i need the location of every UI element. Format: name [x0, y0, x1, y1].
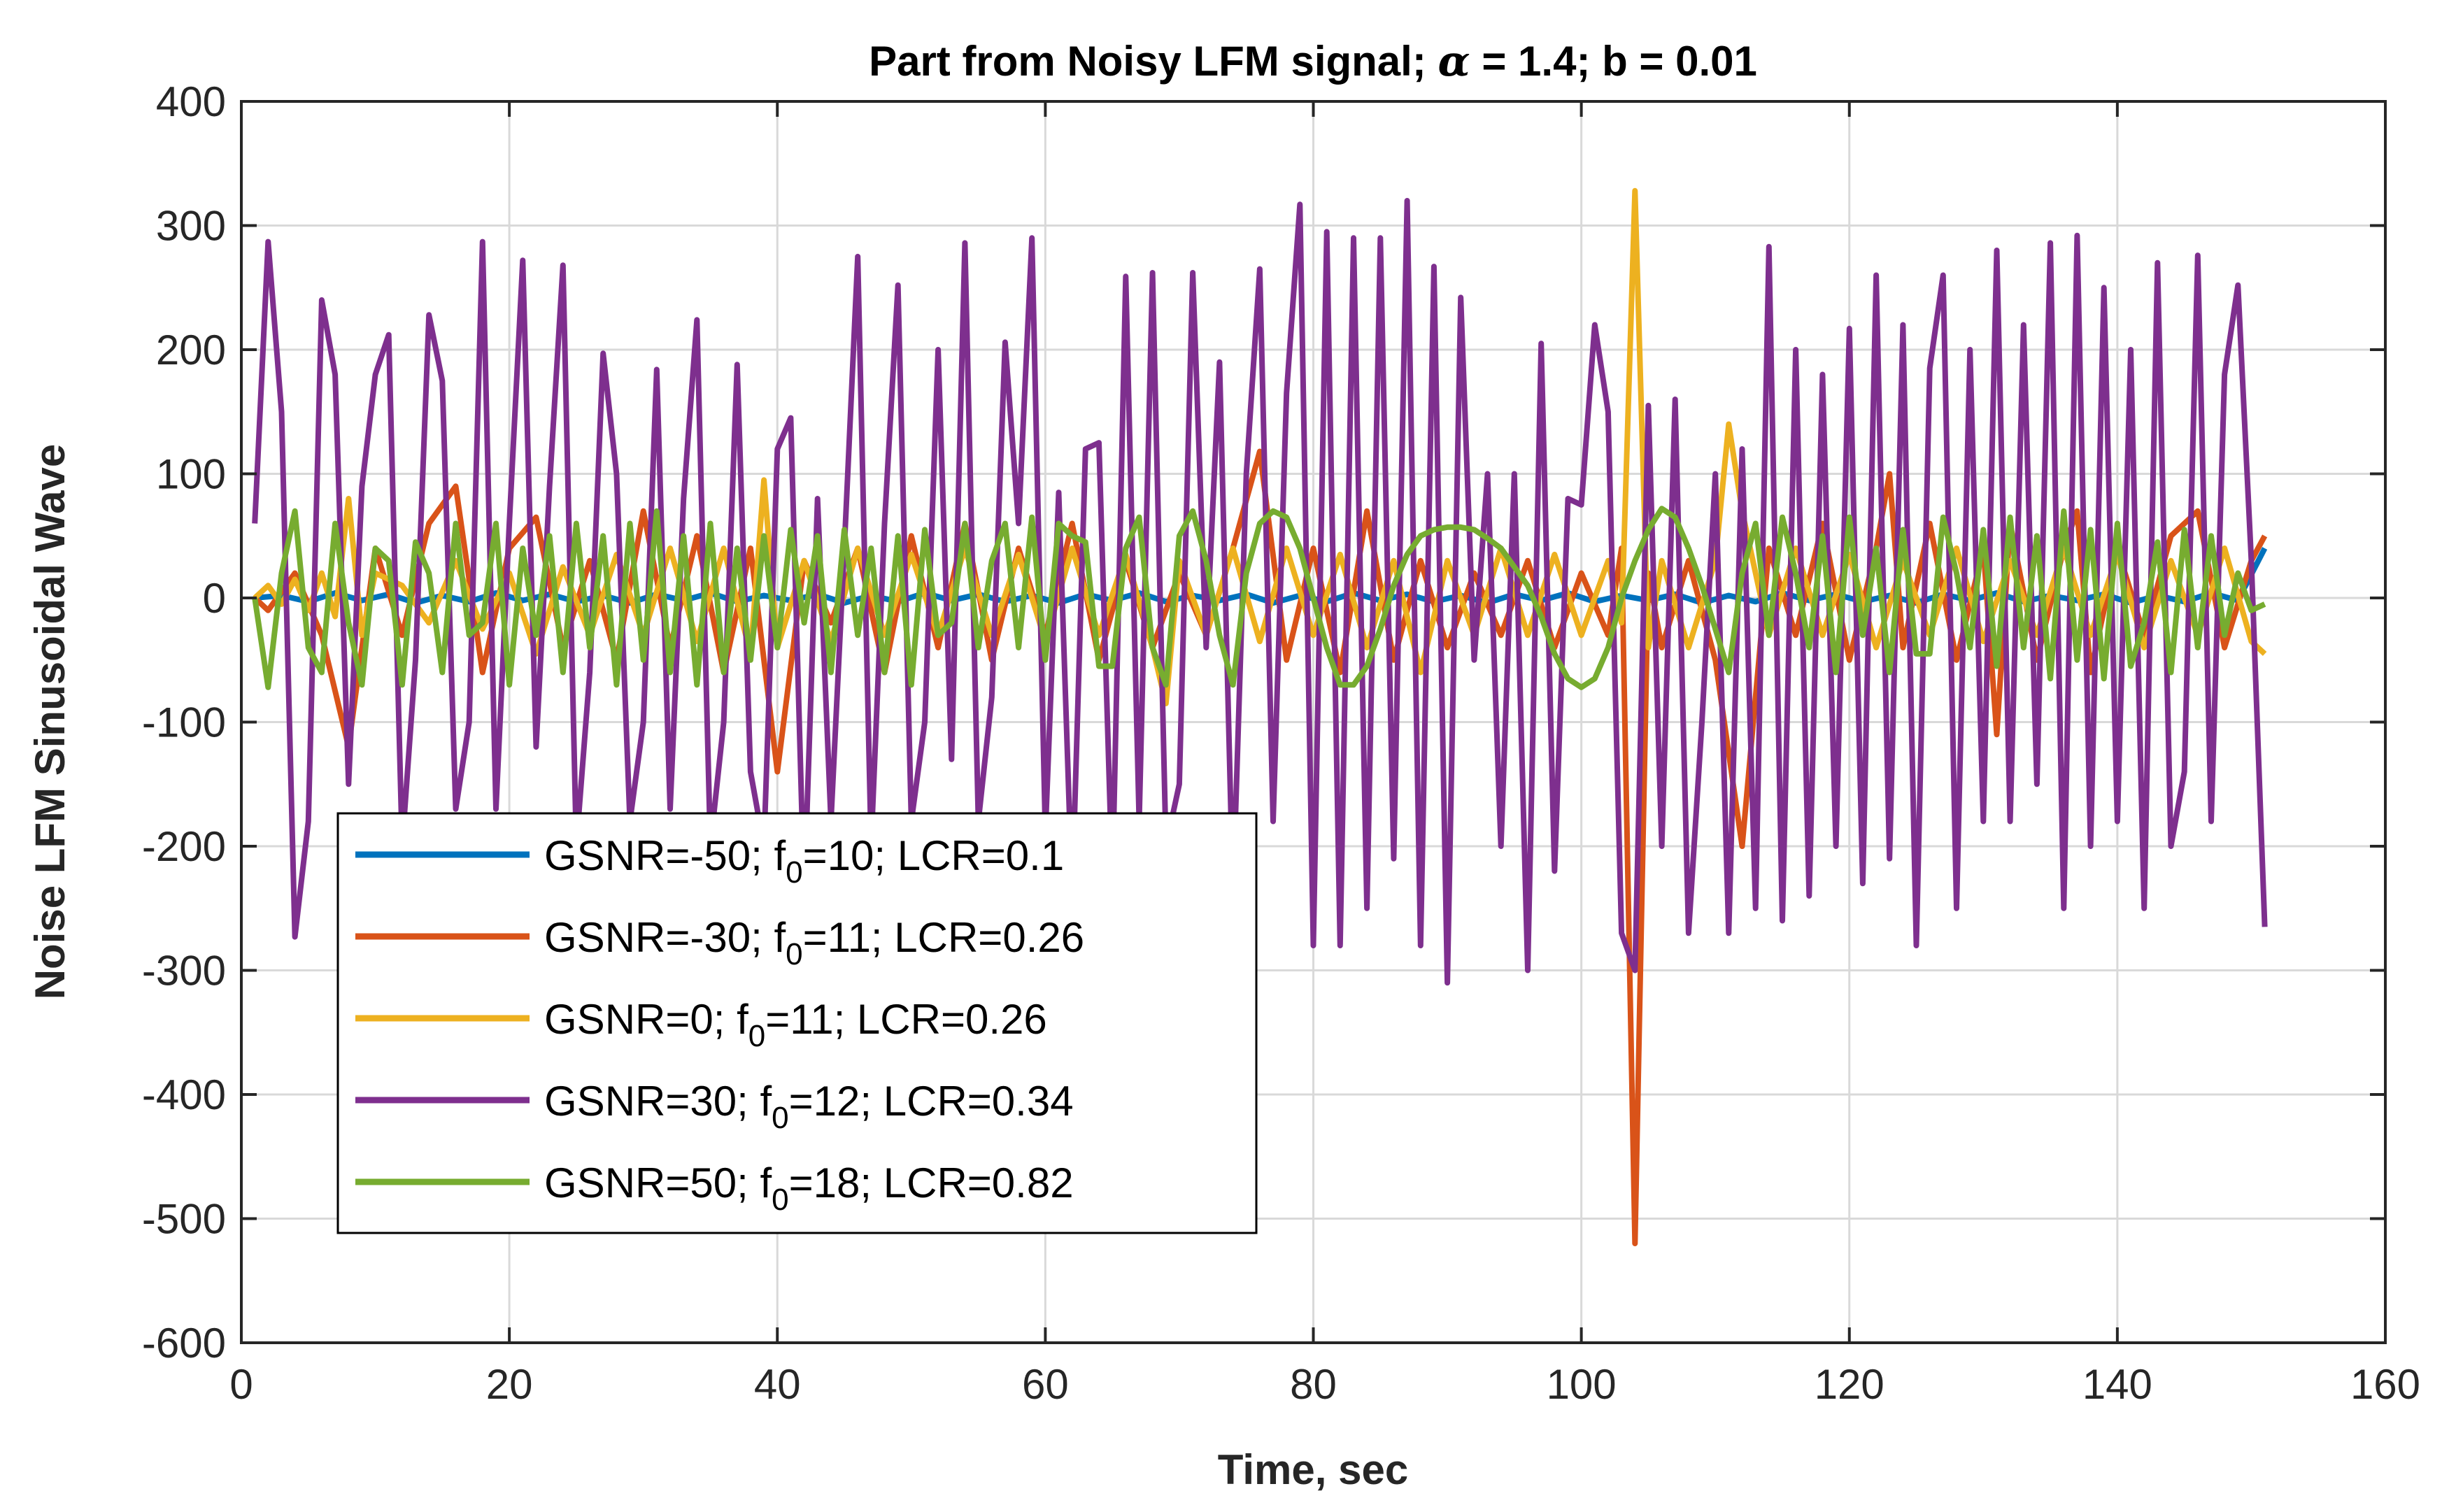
y-tick-label: -500: [142, 1196, 226, 1243]
legend-label-main: GSNR=50; f: [544, 1160, 772, 1206]
x-tick-label: 140: [2082, 1361, 2152, 1408]
y-tick-label: -600: [142, 1320, 226, 1367]
y-tick-label: 100: [156, 451, 226, 498]
legend-label-subscript: 0: [786, 937, 802, 971]
legend-entry-0: GSNR=-50; f0=10; LCR=0.1: [544, 832, 1064, 890]
legend-entry-4: GSNR=50; f0=18; LCR=0.82: [544, 1160, 1074, 1217]
legend-label-main: GSNR=-50; f: [544, 832, 786, 879]
legend-entry-3: GSNR=30; f0=12; LCR=0.34: [544, 1078, 1074, 1135]
legend-label-main: GSNR=-30; f: [544, 914, 786, 961]
legend-entry-2: GSNR=0; f0=11; LCR=0.26: [544, 996, 1047, 1053]
x-tick-label: 20: [486, 1361, 533, 1408]
x-axis-title: Time, sec: [1218, 1446, 1408, 1493]
legend-label-main: GSNR=0; f: [544, 996, 748, 1043]
series-line-4: [252, 506, 2266, 690]
x-tick-label: 0: [229, 1361, 253, 1408]
legend-label-subscript: 0: [772, 1183, 788, 1217]
series-line-0: [254, 547, 2268, 606]
y-tick-label: 0: [203, 575, 226, 622]
y-tick-label: -100: [142, 699, 226, 746]
legend-label-main: GSNR=30; f: [544, 1078, 772, 1125]
legend-box: [336, 812, 1258, 1234]
legend-label-tail: =10; LCR=0.1: [803, 832, 1065, 879]
x-tick-label: 120: [1815, 1361, 1884, 1408]
chart-title-prefix: Part from Noisy LFM signal;: [869, 38, 1438, 85]
legend-label-subscript: 0: [748, 1019, 765, 1053]
y-tick-label: 300: [156, 203, 226, 250]
legend-entry-1: GSNR=-30; f0=11; LCR=0.26: [544, 914, 1084, 971]
legend-label-tail: =11; LCR=0.26: [803, 914, 1085, 961]
legend-label-tail: =11; LCR=0.26: [765, 996, 1047, 1043]
legend-label-tail: =12; LCR=0.34: [789, 1078, 1074, 1125]
y-axis-title: Noise LFM Sinusoidal Wave: [27, 444, 73, 1000]
y-tick-label: 200: [156, 327, 226, 373]
x-tick-label: 160: [2350, 1361, 2420, 1408]
y-tick-label: -400: [142, 1071, 226, 1118]
series-layer: [252, 187, 2268, 1246]
y-tick-label: 400: [156, 78, 226, 125]
legend-label-tail: =18; LCR=0.82: [789, 1160, 1074, 1206]
ticks: 0 20 40 60 80 100 120 140 160 400 300 200 100 0 -100 -2…: [142, 78, 2420, 1408]
legend-label-subscript: 0: [772, 1101, 788, 1135]
x-tick-label: 100: [1547, 1361, 1617, 1408]
x-tick-label: 40: [754, 1361, 801, 1408]
y-tick-label: -300: [142, 948, 226, 994]
chart-title: Part from Noisy LFM signal; α = 1.4; b =…: [869, 37, 1757, 86]
legend-label-subscript: 0: [786, 855, 802, 890]
x-tick-label: 60: [1022, 1361, 1069, 1408]
chart-title-suffix: = 1.4; b = 0.01: [1470, 38, 1757, 85]
alpha-symbol: α: [1438, 37, 1470, 86]
x-tick-label: 80: [1290, 1361, 1337, 1408]
y-tick-label: -200: [142, 823, 226, 870]
series-line-3: [252, 198, 2268, 986]
